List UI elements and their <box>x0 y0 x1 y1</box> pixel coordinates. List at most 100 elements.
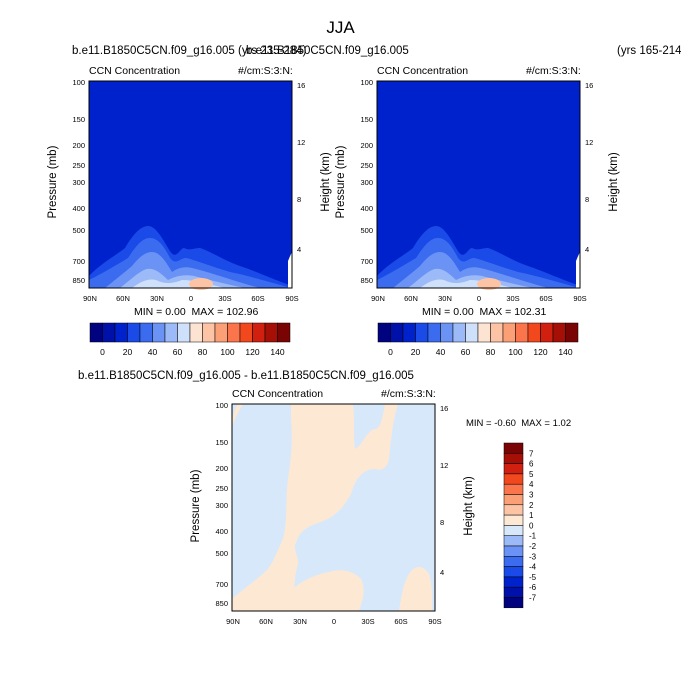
panel-2-colorbar-swatch <box>452 322 466 343</box>
panel-3-min-value: -0.60 <box>494 418 516 429</box>
panel-3-colorbar-swatch <box>503 545 524 557</box>
panel-1-stats: MIN = 0.00 MAX = 102.96 <box>134 306 258 318</box>
panel-1-frame <box>88 80 293 289</box>
panel-3-colorbar-label: -4 <box>529 563 537 572</box>
panel-1-y-tick-250: 250 <box>72 161 85 170</box>
panel-3-y-tick-250: 250 <box>215 484 228 493</box>
panel-2-units: #/cm:S:3:N: <box>526 65 581 77</box>
panel-2-plot: 90N 60N 30N 0 30S 60S 90S 100 150 200 25… <box>360 78 593 303</box>
panel-1-height-tick-4: 4 <box>297 245 301 254</box>
panel-2-colorbar-label: 0 <box>388 347 393 357</box>
panel-3-y-ticks: 100 150 200 250 300 400 500 700 850 <box>215 401 228 608</box>
panel-2-colorbar-swatch <box>427 322 441 343</box>
panel-1-y-tick-400: 400 <box>72 204 85 213</box>
panel-3-x-tick-60n: 60N <box>259 617 273 626</box>
panel-2-variable: CCN Concentration <box>377 65 469 77</box>
panel-2-colorbar-label: 100 <box>508 347 522 357</box>
panel-1-y-tick-150: 150 <box>72 115 85 124</box>
panel-3-colorbar-label: 1 <box>529 511 534 520</box>
panel-2-x-tick-60n: 60N <box>404 294 418 303</box>
panel-1-x-tick-60s: 60S <box>251 294 264 303</box>
panel-1-x-tick-30n: 30N <box>150 294 164 303</box>
panel-2-max-label: MAX = <box>479 306 515 318</box>
panel-3-units: #/cm:S:3:N: <box>381 388 436 400</box>
panel-2-y-ticks: 100 150 200 250 300 400 500 700 850 <box>360 78 373 285</box>
panel-2-colorbar-swatch <box>565 322 579 343</box>
panel-2-colorbar-swatch <box>440 322 454 343</box>
panel-3-colorbar-swatch <box>503 597 524 609</box>
panel-2-x-tick-30n: 30N <box>438 294 452 303</box>
panel-1-x-tick-90n: 90N <box>83 294 97 303</box>
panel-2-x-ticks: 90N 60N 30N 0 30S 60S 90S <box>371 294 587 303</box>
panel-1-colorbar-label: 80 <box>198 347 208 357</box>
panel-3-colorbar-swatch <box>503 483 524 495</box>
panel-1-y-tick-300: 300 <box>72 178 85 187</box>
panel-2-y-tick-200: 200 <box>360 141 373 150</box>
panel-1-right-axis-label: Height (km) <box>320 152 332 212</box>
panel-3-colorbar-swatch <box>503 535 524 547</box>
panel-1-y-tick-850: 850 <box>72 276 85 285</box>
panel-3-colorbar-swatch <box>503 525 524 536</box>
panel-1-y-ticks: 100 150 200 250 300 400 500 700 850 <box>72 78 85 285</box>
panel-3-colorbar-swatch <box>503 514 524 526</box>
panel-3-y-tick-200: 200 <box>215 464 228 473</box>
panel-3-right-ticks: 16 12 8 4 <box>440 404 448 577</box>
panel-1-colorbar-swatch <box>189 322 203 343</box>
panel-3-colorbar-swatch <box>503 576 524 588</box>
panel-1-colorbar-label: 140 <box>270 347 284 357</box>
panel-3-colorbar-label: -7 <box>529 594 537 603</box>
panel-3-x-tick-30s: 30S <box>361 617 374 626</box>
panel-3-colorbar-swatch <box>503 453 524 464</box>
panel-3-max-value: 1.02 <box>552 418 572 429</box>
panel-2-x-tick-90s: 90S <box>573 294 586 303</box>
panel-3-colorbar-swatch <box>503 586 524 598</box>
panel-1-colorbar-label: 40 <box>148 347 158 357</box>
panel-3-colorbar-label: -2 <box>529 542 537 551</box>
panel-3-y-tick-100: 100 <box>215 401 228 410</box>
panel-2-frame <box>376 80 581 289</box>
panel-3-right-axis-label: Height (km) <box>463 476 475 536</box>
panel-2-colorbar-label: 80 <box>486 347 496 357</box>
panel-2-colorbar-swatch <box>502 322 516 343</box>
panel-2-right-ticks: 16 12 8 4 <box>585 81 593 254</box>
panel-3-colorbar-label: 4 <box>529 480 534 489</box>
panel-1-colorbar-swatch <box>177 322 191 343</box>
panel-1-y-tick-100: 100 <box>72 78 85 87</box>
panel-3-colorbar-swatch <box>503 494 524 506</box>
panel-1-height-tick-16: 16 <box>297 81 305 90</box>
panel-2-colorbar-label: 40 <box>436 347 446 357</box>
page-title: JJA <box>326 18 355 37</box>
panel-3-plot: 90N 60N 30N 0 30S 60S 90S 100 150 200 25… <box>215 401 448 626</box>
panel-2-colorbar-label: 120 <box>533 347 547 357</box>
panel-3-colorbar-label: -5 <box>529 573 537 582</box>
panel-3-x-ticks: 90N 60N 30N 0 30S 60S 90S <box>226 617 442 626</box>
panel-2-colorbar-swatch <box>465 322 479 343</box>
panel-3-case-title: b.e11.B1850C5CN.f09_g16.005 - b.e11.B185… <box>78 370 414 382</box>
panel-1-colorbar-label: 120 <box>245 347 259 357</box>
panel-1-colorbar-swatch <box>214 322 228 343</box>
panel-2-case-years: (yrs 165-214) <box>617 45 681 57</box>
panel-3-x-tick-60s: 60S <box>394 617 407 626</box>
panel-1-colorbar-swatch <box>264 322 278 343</box>
panel-2-y-tick-850: 850 <box>360 276 373 285</box>
panel-1-colorbar-swatch <box>102 322 116 343</box>
panel-1-units: #/cm:S:3:N: <box>238 65 293 77</box>
panel-1-colorbar-label: 60 <box>173 347 183 357</box>
panel-3-positive-region-top <box>232 404 398 611</box>
panel-3-colorbar-label: 5 <box>529 470 534 479</box>
panel-3-variable: CCN Concentration <box>232 388 324 400</box>
panel-2-colorbar-swatch <box>377 322 391 343</box>
panel-2-y-axis-label: Pressure (mb) <box>335 145 347 219</box>
panel-1-colorbar-swatch <box>227 322 241 343</box>
panel-3-x-tick-90n: 90N <box>226 617 240 626</box>
panel-2-y-tick-700: 700 <box>360 257 373 266</box>
panel-1-colorbar-swatch <box>239 322 253 343</box>
panel-3-x-tick-0: 0 <box>332 617 336 626</box>
panel-2-colorbar-swatch <box>490 322 504 343</box>
panel-1-case-title: b.e11.B1850C5CN.f09_g16.005 (yrs 235-284… <box>72 45 307 57</box>
panel-2-y-tick-300: 300 <box>360 178 373 187</box>
panel-1-x-tick-30s: 30S <box>218 294 231 303</box>
panel-1-height-tick-8: 8 <box>297 195 301 204</box>
panel-2-height-tick-12: 12 <box>585 138 593 147</box>
